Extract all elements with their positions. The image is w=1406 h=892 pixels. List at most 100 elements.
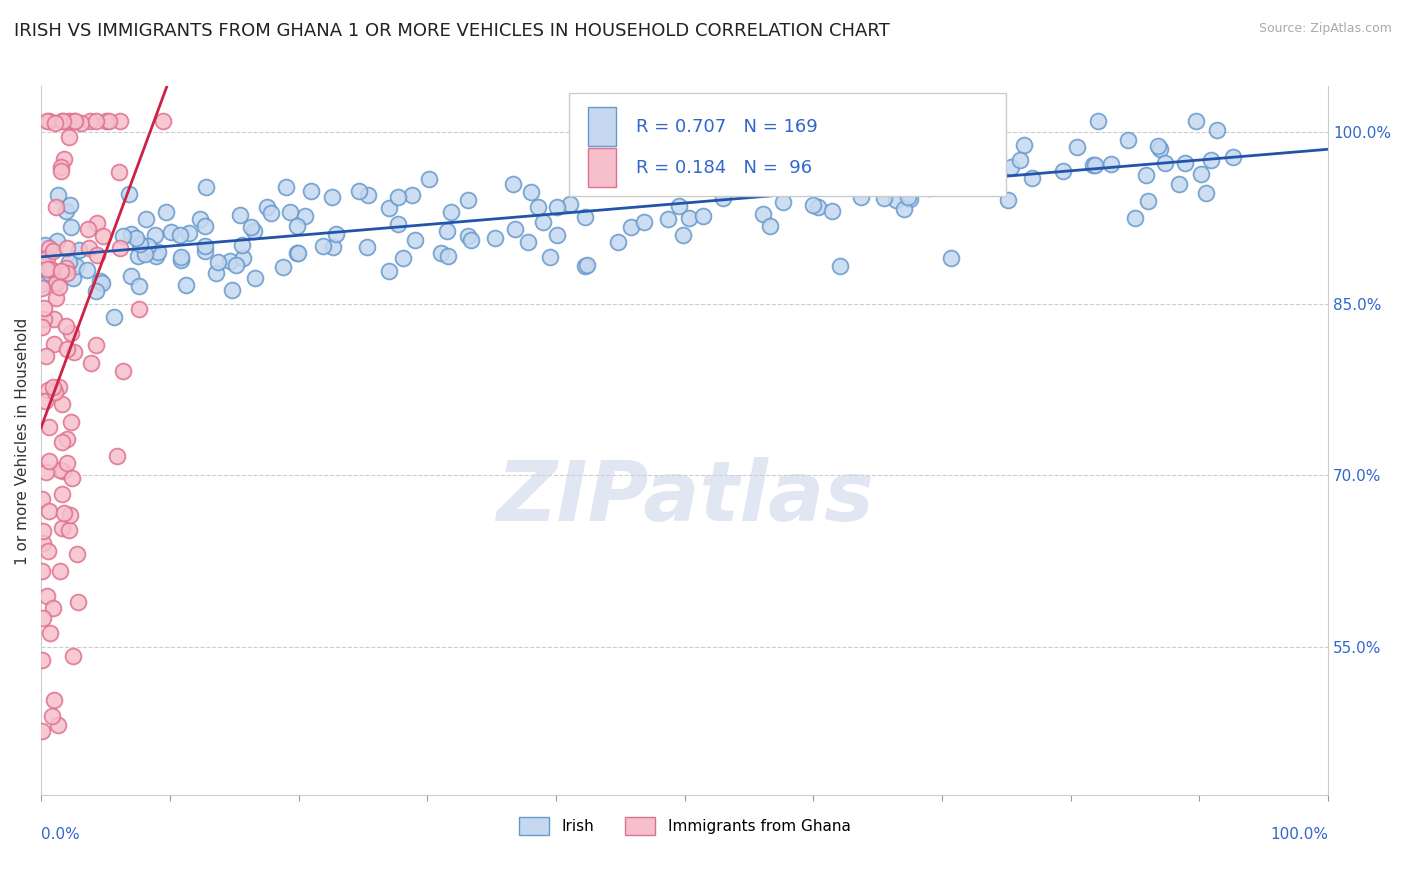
Point (60, 470, 83, 484)
Point (31, 277, 53, 291)
Point (49, 160, 72, 174)
Point (98, 113, 121, 128)
Point (51, 486, 73, 500)
Point (692, 209, 714, 223)
Point (1008, 153, 1031, 167)
Point (108, 113, 131, 128)
Point (347, 184, 370, 198)
Text: 100.0%: 100.0% (1270, 827, 1329, 842)
Point (59, 508, 82, 523)
Point (31, 653, 53, 667)
Point (657, 211, 679, 226)
Point (287, 219, 309, 234)
Point (1081, 158, 1104, 172)
Point (678, 211, 700, 226)
Point (42, 312, 65, 326)
Text: R = 0.707   N = 169: R = 0.707 N = 169 (636, 118, 817, 136)
Point (45, 200, 67, 214)
Point (1000, 160, 1022, 174)
Point (558, 197, 581, 211)
Point (752, 161, 775, 176)
Point (546, 228, 568, 243)
Point (63, 113, 86, 128)
Point (194, 238, 217, 252)
Point (929, 144, 952, 158)
Point (84, 113, 107, 128)
Point (692, 167, 714, 181)
Point (231, 238, 253, 252)
Point (921, 145, 943, 160)
Point (1099, 157, 1122, 171)
Point (538, 250, 561, 264)
Point (1167, 178, 1189, 192)
Point (34, 237, 56, 252)
Point (299, 184, 322, 198)
Point (661, 174, 683, 188)
Point (118, 187, 141, 202)
Point (357, 187, 380, 202)
Point (752, 207, 775, 221)
Point (37, 544, 59, 558)
Text: R = 0.184   N =  96: R = 0.184 N = 96 (636, 159, 811, 177)
Point (35, 589, 58, 603)
Point (55, 267, 77, 281)
Point (67, 243, 90, 257)
Point (457, 193, 479, 207)
Point (1174, 155, 1197, 169)
Text: 0.0%: 0.0% (41, 827, 80, 842)
Point (51, 397, 73, 411)
Point (801, 198, 824, 212)
Point (41, 709, 63, 723)
Point (503, 222, 526, 236)
Point (111, 229, 134, 244)
Point (59, 416, 82, 430)
Point (668, 199, 690, 213)
Point (711, 191, 734, 205)
Point (893, 202, 915, 216)
Point (84, 337, 107, 351)
Point (38, 420, 60, 434)
Point (243, 224, 266, 238)
Point (135, 212, 157, 227)
Point (65, 259, 87, 273)
Point (1206, 123, 1229, 137)
Point (34, 350, 56, 364)
Point (232, 251, 254, 265)
Point (188, 211, 211, 226)
Point (42, 600, 65, 615)
Point (120, 227, 142, 241)
Point (51, 521, 73, 535)
Point (38, 504, 60, 518)
Point (1185, 113, 1208, 128)
Point (322, 239, 344, 253)
Point (52, 113, 75, 128)
Point (271, 260, 294, 275)
Point (378, 201, 401, 215)
Point (484, 230, 506, 244)
Point (256, 200, 278, 214)
Point (794, 160, 817, 174)
Point (51, 113, 73, 128)
Point (66, 547, 89, 561)
Point (1149, 142, 1171, 156)
Point (176, 278, 198, 293)
FancyBboxPatch shape (588, 148, 616, 187)
Point (218, 253, 240, 268)
Point (51, 164, 73, 178)
Point (89, 274, 111, 288)
Point (56, 343, 79, 357)
Point (37, 383, 59, 397)
Point (32, 536, 55, 550)
Point (32, 301, 55, 315)
Point (321, 190, 343, 204)
Point (44, 291, 66, 305)
Point (844, 154, 866, 169)
Point (194, 244, 217, 259)
Point (42, 337, 65, 351)
Point (55, 203, 77, 218)
Point (890, 175, 912, 189)
Point (204, 266, 226, 280)
Point (48, 279, 70, 293)
Point (35, 113, 58, 128)
Point (418, 171, 440, 186)
